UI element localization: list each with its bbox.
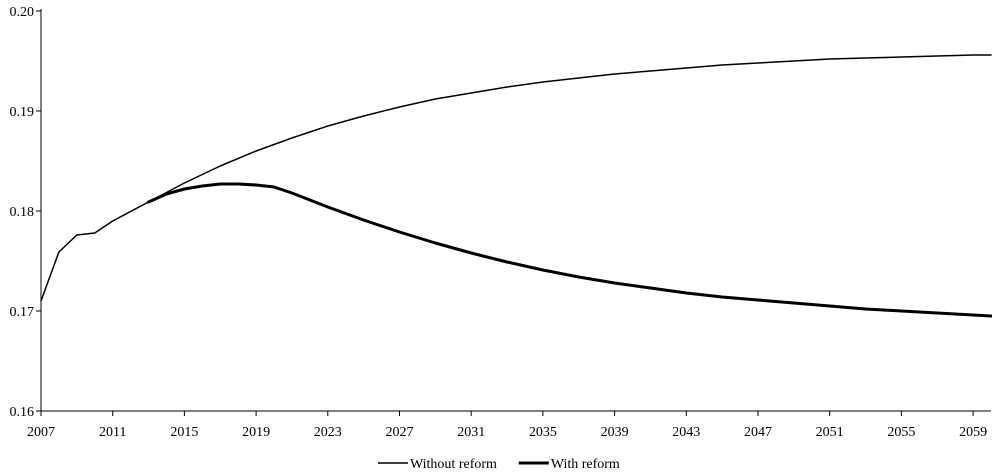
y-tick-label: 0.17: [10, 305, 35, 320]
x-tick-label: 2031: [457, 425, 485, 440]
x-tick-label: 2051: [816, 425, 844, 440]
legend-label: With reform: [551, 457, 620, 472]
x-tick-label: 2011: [99, 425, 126, 440]
y-axis-ticks: 0.16 0.17 0.18 0.19 0.20: [10, 5, 41, 420]
y-tick-label: 0.18: [10, 205, 35, 220]
series-line-without-reform: [40, 54, 992, 302]
x-axis-ticks: 2007 2011 2015 2019 2023 2027 2031 2035 2039 2043…: [27, 411, 987, 440]
x-tick-label: 2043: [672, 425, 700, 440]
x-tick-label: 2059: [959, 425, 987, 440]
plot-series-group: [40, 54, 992, 318]
x-tick-label: 2019: [242, 425, 270, 440]
legend-label: Without reform: [410, 457, 497, 472]
series-line-with-reform: [147, 182, 992, 318]
y-tick-label: 0.19: [10, 105, 35, 120]
legend: Without reform With reform: [378, 457, 620, 472]
x-tick-label: 2023: [314, 425, 342, 440]
x-tick-label: 2027: [385, 425, 413, 440]
x-tick-label: 2055: [887, 425, 915, 440]
x-tick-label: 2015: [170, 425, 198, 440]
x-tick-label: 2007: [27, 425, 55, 440]
y-tick-label: 0.20: [10, 5, 35, 20]
x-tick-label: 2039: [601, 425, 629, 440]
y-tick-label: 0.16: [10, 405, 35, 420]
x-tick-label: 2047: [744, 425, 772, 440]
x-tick-label: 2035: [529, 425, 557, 440]
